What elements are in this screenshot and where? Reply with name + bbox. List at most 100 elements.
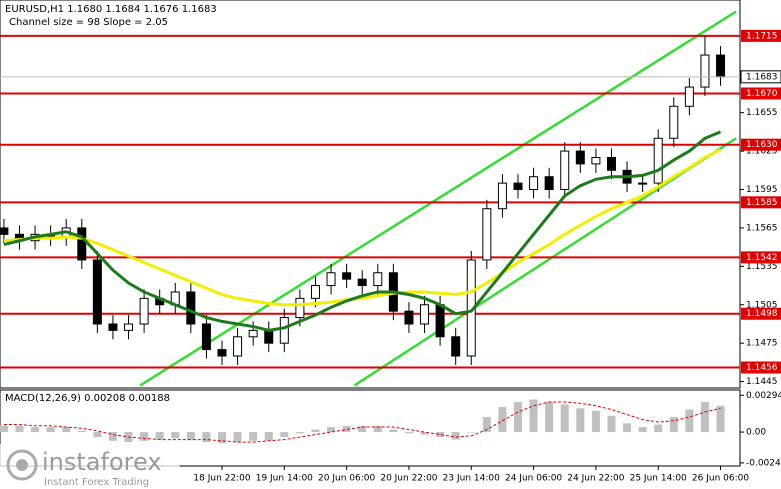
macd-bar (202, 432, 211, 443)
macd-bar (140, 432, 149, 441)
candle-body (669, 105, 679, 139)
x-tick-label: 26 Jun 06:00 (692, 474, 749, 484)
y-tick-label: -0.00246 (746, 458, 781, 468)
macd-bar (280, 432, 289, 438)
logo-backdrop (0, 444, 180, 489)
macd-bar (327, 427, 336, 433)
y-tick-label: 1.1565 (746, 223, 778, 233)
level-label-box (741, 196, 781, 209)
macd-bar (576, 408, 585, 433)
macd-bar (295, 432, 304, 434)
macd-bar (591, 410, 600, 433)
candle-body (638, 182, 648, 185)
x-tick-label: 20 Jun 22:00 (380, 474, 437, 484)
candle-body (279, 317, 289, 344)
level-label-box (741, 138, 781, 151)
candle-body (139, 297, 149, 325)
macd-bar (436, 432, 445, 438)
macd-bar (560, 404, 569, 433)
y-tick-label: 1.1535 (746, 262, 778, 272)
macd-bar (545, 402, 554, 433)
candle-body (482, 208, 492, 261)
candle-body (373, 272, 383, 287)
y-tick-label: 0.00 (746, 428, 766, 438)
candle-body (186, 291, 196, 325)
candle-body (653, 137, 663, 184)
macd-bar (249, 432, 258, 441)
macd-bar (654, 424, 663, 433)
candle-body (264, 329, 274, 344)
macd-bar (311, 429, 320, 433)
level-label-box (741, 87, 781, 100)
macd-bar (15, 425, 24, 433)
macd-bar (514, 402, 522, 433)
x-tick-label: 25 Jun 14:00 (630, 474, 687, 484)
logo-icon (6, 449, 38, 481)
level-label: 1.1670 (746, 89, 778, 99)
chart-subtitle: Channel size = 98 Slope = 2.05 (9, 17, 168, 28)
y-tick-label: 1.1475 (746, 339, 778, 349)
macd-bar (0, 425, 8, 433)
candle-body (497, 182, 507, 210)
macd-bar (31, 427, 40, 433)
logo: instaforex Instant Forex Trading (0, 444, 180, 489)
macd-bar (218, 432, 226, 444)
candle-body (420, 304, 430, 325)
candle-body (124, 323, 134, 331)
candle-body (92, 259, 102, 325)
macd-bar (529, 399, 538, 433)
moving-average (3, 148, 722, 307)
macd-bar (700, 402, 709, 433)
macd-bar (482, 417, 491, 433)
candle-body (248, 329, 258, 338)
x-tick-label: 23 Jun 14:00 (443, 474, 500, 484)
y-tick-label: 1.1445 (746, 377, 778, 387)
x-tick-label: 24 Jun 06:00 (505, 474, 562, 484)
candle-body (591, 157, 601, 165)
logo-icon-core (16, 459, 28, 471)
macd-bar (607, 415, 616, 433)
macd-bar (669, 417, 678, 433)
level-label: 1.1715 (746, 31, 778, 41)
macd-bar (389, 429, 398, 433)
macd-bar (93, 432, 102, 438)
last-price-label: 1.1683 (746, 72, 778, 82)
logo-tagline: Instant Forex Trading (44, 477, 149, 488)
candle-body (310, 285, 320, 299)
candle-body (357, 278, 367, 287)
candle-body (700, 54, 710, 88)
y-tick-label: 1.1625 (746, 147, 778, 157)
macd-bar (404, 432, 413, 434)
candle-body (716, 54, 726, 78)
macd-bar (155, 432, 164, 440)
macd-bar (186, 432, 195, 440)
macd-bar (233, 432, 242, 443)
chart-title: EURUSD,H1 1.1680 1.1684 1.1676 1.1683 (5, 4, 217, 15)
y-tick-label: 1.1505 (746, 300, 778, 310)
macd-bar (420, 432, 429, 435)
level-label: 1.1542 (746, 253, 778, 263)
macd-bar (171, 432, 180, 439)
candle-body (217, 349, 227, 357)
x-tick-label: 20 Jun 06:00 (318, 474, 375, 484)
y-tick-label: 1.1595 (746, 185, 778, 195)
macd-bar (498, 407, 507, 433)
macd-bar (623, 423, 632, 433)
macd-bar (342, 425, 351, 433)
macd-bar (685, 409, 694, 433)
y-tick-label: 0.00294 (746, 391, 781, 401)
level-label-box (741, 307, 781, 320)
candle-body (404, 310, 414, 325)
candle-body (544, 176, 554, 191)
macd-bar (264, 432, 273, 441)
x-tick-label: 18 Jun 22:00 (193, 474, 250, 484)
candle-body (295, 297, 305, 319)
moving-average (3, 130, 722, 332)
level-label-box (741, 361, 781, 374)
signal-line (3, 401, 721, 443)
marks (0, 10, 744, 470)
channel-line (353, 137, 737, 387)
macd-bar (373, 425, 382, 433)
candle-body (108, 323, 118, 331)
